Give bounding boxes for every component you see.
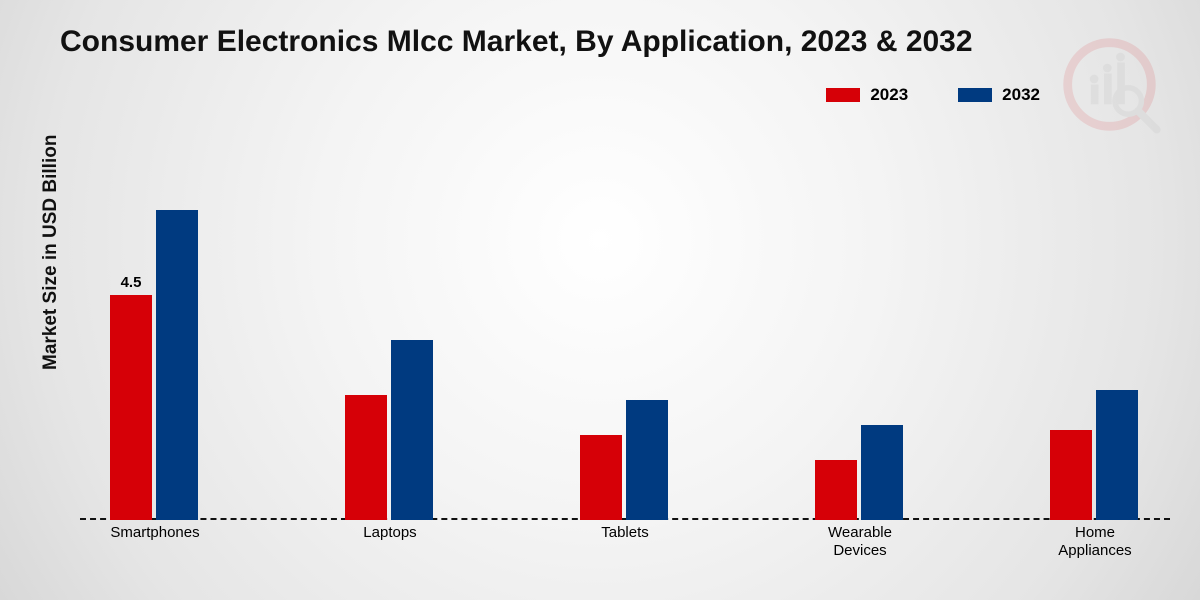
x-axis-labels: Smartphones Laptops Tablets WearableDevices…: [80, 520, 1170, 580]
legend: 2023 2032: [826, 85, 1040, 105]
bar-2023: [580, 435, 622, 520]
bar-2032: [1096, 390, 1138, 520]
legend-label-2023: 2023: [870, 85, 908, 105]
bar-2023: [1050, 430, 1092, 520]
bar-2023: [815, 460, 857, 520]
y-axis-label: Market Size in USD Billion: [40, 135, 62, 370]
bar-2023: [110, 295, 152, 520]
legend-item-2023: 2023: [826, 85, 908, 105]
category-label: Tablets: [560, 524, 690, 542]
legend-swatch-2032: [958, 88, 992, 102]
bar-2032: [156, 210, 198, 520]
plot-area: 4.5: [80, 170, 1170, 520]
legend-item-2032: 2032: [958, 85, 1040, 105]
category-label: Smartphones: [90, 524, 220, 542]
legend-label-2032: 2032: [1002, 85, 1040, 105]
legend-swatch-2023: [826, 88, 860, 102]
bar-2032: [861, 425, 903, 520]
bar-2023: [345, 395, 387, 520]
category-label: HomeAppliances: [1030, 524, 1160, 560]
category-label: WearableDevices: [795, 524, 925, 560]
bar-value-label: 4.5: [101, 274, 161, 291]
bar-2032: [626, 400, 668, 520]
bar-2032: [391, 340, 433, 520]
category-label: Laptops: [325, 524, 455, 542]
chart-title: Consumer Electronics Mlcc Market, By App…: [60, 25, 973, 59]
watermark-logo-icon: [1060, 35, 1170, 145]
